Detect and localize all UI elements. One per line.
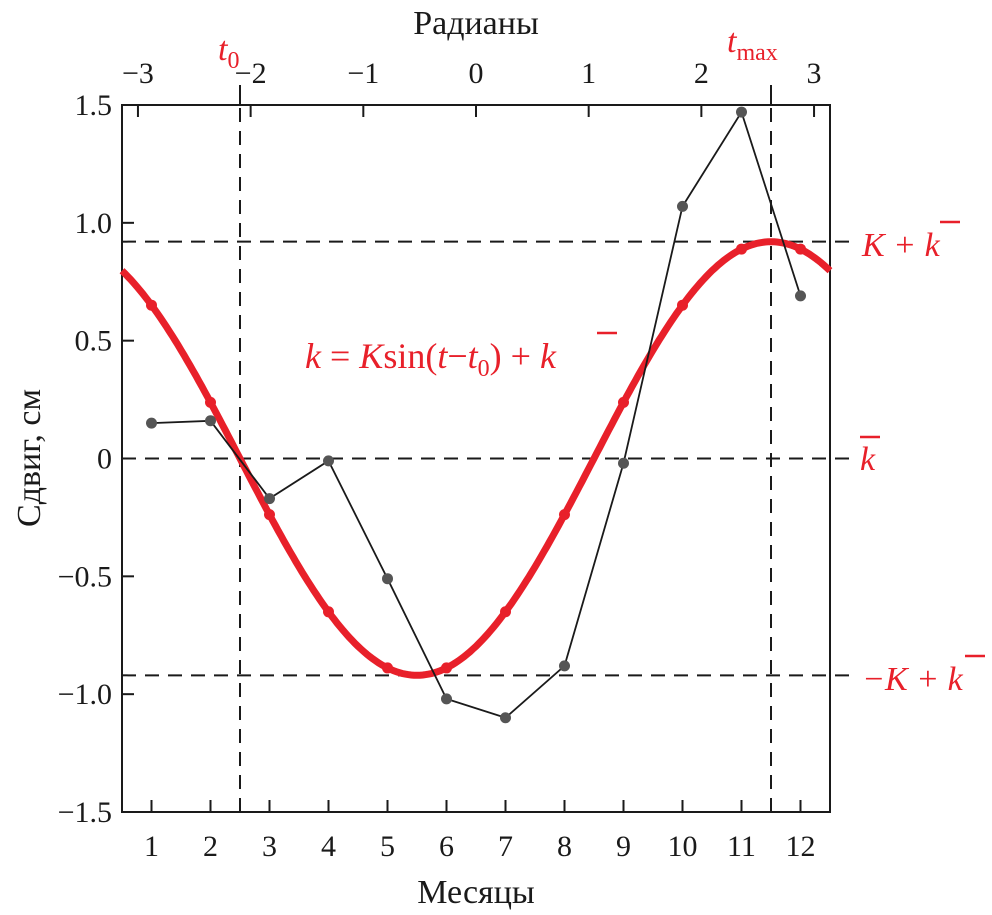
observed-point [559,660,570,672]
x-axis-label: Месяцы [417,874,535,911]
x-tick-label: 8 [557,830,572,863]
fit-point [500,606,511,618]
fit-point [441,662,452,674]
fit-point [618,396,629,408]
x-tick-label: 10 [668,830,698,863]
fit-point [559,509,570,521]
y-tick-label: −0.5 [58,560,112,593]
fit-point [736,243,747,255]
x2-tick-label: −3 [122,57,154,90]
observed-point [677,200,688,212]
fit-point [795,243,806,255]
x-tick-label: 1 [144,830,159,863]
reference-lines [122,85,855,812]
series-layer [119,106,833,724]
y-axis-label: Сдвиг, см [11,389,48,527]
y-tick-label: −1.5 [58,796,112,829]
observed-point [382,573,393,585]
x2-axis-label: Радианы [413,5,539,42]
fit-point [677,299,688,311]
lower-bound-label: −K + k [862,661,964,698]
x-tick-label: 2 [203,830,218,863]
observed-line [151,109,802,719]
x-tick-label: 4 [321,830,336,863]
x2-tick-label: −1 [347,57,379,90]
x-tick-label: 6 [439,830,454,863]
x2-tick-label: 0 [469,57,484,90]
y-tick-label: 0.5 [75,325,113,358]
observed-point [500,712,511,724]
observed-point [205,415,216,427]
tmax-label: tmax [727,23,778,66]
observed-point [795,290,806,302]
x-tick-label: 3 [262,830,277,863]
y-tick-label: 0 [97,443,112,476]
formula-annotation: k = Ksin(t−t0) + k [305,336,557,382]
x-tick-label: 12 [786,830,816,863]
y-tick-label: −1.0 [58,678,112,711]
observed-point [441,693,452,705]
x-tick-label: 7 [498,830,513,863]
fit-point [264,509,275,521]
x-tick-label: 5 [380,830,395,863]
x-tick-label: 11 [727,830,756,863]
x2-tick-label: 2 [694,57,709,90]
y-tick-label: 1.5 [75,89,113,122]
observed-point [618,457,629,469]
fit-point [146,299,157,311]
y-tick-label: 1.0 [75,207,113,240]
fit-point [205,396,216,408]
x2-tick-label: 1 [581,57,596,90]
fit-point [382,662,393,674]
x2-tick-label: −2 [235,57,267,90]
observed-point [264,493,275,505]
observed-point [736,106,747,118]
x2-tick-label: 3 [807,57,822,90]
mean-label: k [860,441,876,478]
observed-point [323,455,334,467]
t0-label: t0 [218,31,239,74]
fit-point [323,606,334,618]
x-tick-label: 9 [616,830,631,863]
observed-point [146,417,157,429]
upper-bound-label: K + k [861,227,941,264]
axis-ticks: 1 2 3 4 5 6 7 8 9 10 11 121.51.00.50−0.5−1.0−1.5−3−… [58,57,822,863]
